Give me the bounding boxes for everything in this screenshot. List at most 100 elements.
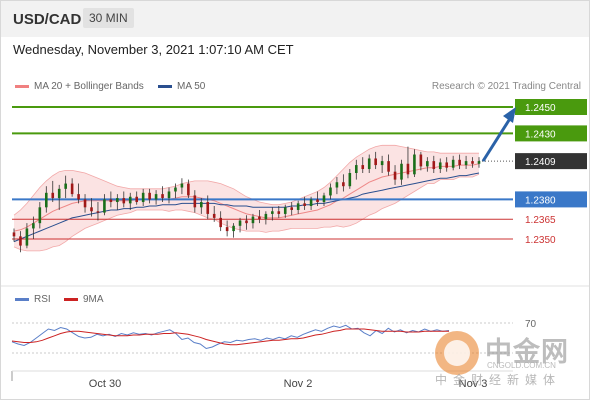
candle-body	[245, 220, 248, 224]
candle-body	[96, 211, 100, 213]
candle-body	[219, 217, 222, 228]
header-bar: USD/CAD 30 MIN	[1, 1, 589, 37]
candle-body	[367, 158, 371, 170]
candle-body	[64, 183, 67, 189]
candle-body	[238, 220, 242, 226]
level-label-4: 1.2365	[525, 215, 556, 226]
rsi-swatch	[15, 298, 29, 301]
candle-body	[83, 199, 87, 208]
bollinger-upper-line	[13, 144, 479, 216]
candle-body	[335, 182, 339, 188]
candle-body	[90, 207, 93, 212]
copyright: Research © 2021 Trading Central	[431, 81, 581, 92]
candle-body	[406, 163, 410, 175]
candle-body	[329, 187, 332, 196]
level-badge-1	[515, 125, 587, 142]
x-tick-label: Nov 3	[459, 378, 488, 390]
candle-body	[419, 154, 423, 167]
candle-body	[477, 161, 481, 164]
candle-body	[387, 161, 390, 172]
candle-body	[458, 159, 461, 166]
candle-body	[322, 195, 326, 203]
candle-body	[44, 192, 48, 208]
candle-body	[122, 198, 126, 204]
candle-body	[264, 213, 268, 220]
candle-body	[109, 199, 113, 203]
candle-body	[303, 203, 306, 206]
candle-body	[225, 227, 229, 232]
ma50-swatch	[158, 85, 172, 88]
forecast-arrow-shaft	[481, 116, 513, 162]
timeframe-button[interactable]: 30 MIN	[83, 8, 134, 28]
candle-body	[374, 158, 377, 166]
candle-body	[77, 194, 80, 200]
candle-body	[438, 162, 442, 170]
level-label-3: 1.2380	[525, 195, 556, 206]
level-badge-2	[515, 153, 587, 170]
candle-body	[116, 198, 119, 203]
watermark-inner-icon	[444, 340, 470, 366]
watermark-title: 中金网	[485, 337, 569, 367]
candle-body	[445, 162, 449, 168]
legend-bollinger-label: MA 20 + Bollinger Bands	[34, 81, 144, 92]
candle-body	[354, 165, 358, 173]
candle-body	[180, 183, 184, 188]
candle-body	[32, 223, 35, 229]
9ma-swatch	[64, 298, 78, 301]
timestamp: Wednesday, November 3, 2021 1:07:10 AM C…	[13, 42, 294, 57]
x-tick-label: Oct 30	[89, 378, 121, 390]
candle-body	[199, 202, 203, 208]
legend-rsi-label: RSI	[34, 294, 51, 305]
level-label-0: 1.2450	[525, 103, 556, 114]
legend-9ma: 9MA	[64, 294, 104, 305]
candle-body	[25, 228, 29, 246]
candle-body	[103, 199, 106, 213]
legend-rsi: RSI	[15, 294, 51, 305]
forecast-arrow-head	[503, 107, 516, 123]
candle-body	[141, 192, 145, 203]
candle-body	[38, 207, 42, 224]
candle-body	[193, 195, 197, 208]
candle-body	[283, 207, 287, 214]
candle-body	[12, 232, 16, 237]
level-label-1: 1.2430	[525, 129, 556, 140]
rsi-tick-label: 70	[525, 319, 537, 330]
candle-body	[57, 188, 61, 199]
bollinger-band-area	[14, 145, 479, 251]
rsi-9ma-line	[11, 328, 449, 346]
candle-body	[19, 236, 22, 246]
candle-body	[148, 192, 151, 200]
watermark-site: CNGOLD.COM.CN	[487, 361, 556, 370]
candle-body	[154, 194, 158, 200]
candle-body	[432, 161, 436, 170]
candle-body	[251, 216, 255, 224]
candle-body	[451, 159, 455, 168]
candle-body	[316, 199, 319, 203]
legend-bollinger: MA 20 + Bollinger Bands	[15, 81, 144, 92]
candle-body	[258, 216, 261, 220]
candle-body	[380, 161, 384, 166]
candle-body	[206, 202, 210, 214]
candle-body	[70, 183, 74, 195]
candle-body	[361, 165, 365, 170]
candle-body	[309, 199, 313, 206]
x-tick-label: Nov 2	[284, 378, 313, 390]
watermark-subtitle: 中金财经新媒体	[435, 373, 562, 387]
candle-body	[232, 225, 235, 232]
candle-body	[135, 196, 139, 203]
candle-body	[471, 161, 474, 164]
level-label-5: 1.2350	[525, 235, 556, 246]
candle-body	[277, 211, 281, 214]
candle-body	[400, 163, 403, 180]
candle-body	[174, 187, 177, 192]
candle-body	[128, 196, 132, 204]
candle-body	[393, 171, 397, 180]
candle-body	[212, 213, 216, 218]
candle-body	[348, 173, 352, 187]
candle-body	[413, 154, 416, 175]
candle-body	[51, 192, 55, 199]
symbol-title: USD/CAD	[13, 11, 82, 28]
legend-ma50-label: MA 50	[177, 81, 206, 92]
